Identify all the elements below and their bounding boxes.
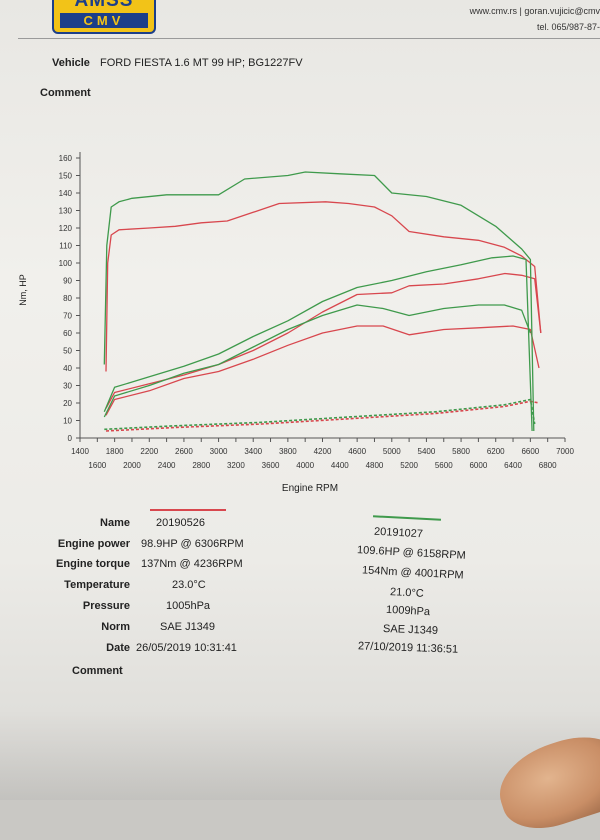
series-line-20191027-boost <box>103 304 532 418</box>
run1-temperature: 23.0°C <box>172 579 206 591</box>
x-tick-label: 2600 <box>175 447 193 456</box>
y-tick-label: 30 <box>63 382 72 391</box>
x-tick-label: 1400 <box>71 447 89 456</box>
x-axis-label: Engine RPM <box>282 483 338 494</box>
header-divider <box>18 38 600 39</box>
run2-norm: SAE J1349 <box>382 623 439 637</box>
x-tick-label: 5200 <box>400 461 418 470</box>
x-tick-label: 5400 <box>418 447 436 456</box>
norm-label: Norm <box>101 621 130 633</box>
series-line-20191027-torque <box>103 171 535 432</box>
x-tick-label: 6400 <box>504 461 522 470</box>
comment-label-top: Comment <box>40 87 91 99</box>
engine-power-label: Engine power <box>57 538 130 550</box>
run1-name: 20190526 <box>156 517 205 529</box>
x-tick-label: 3600 <box>262 461 280 470</box>
logo-top-text: AMSS <box>74 0 134 11</box>
y-tick-label: 90 <box>63 277 72 286</box>
run2-power: 109.6HP @ 6158RPM <box>356 544 467 562</box>
x-tick-label: 2400 <box>158 461 176 470</box>
x-tick-label: 5000 <box>383 447 401 456</box>
run1-torque: 137Nm @ 4236RPM <box>141 558 243 570</box>
y-tick-label: 130 <box>59 207 73 216</box>
y-tick-label: 20 <box>63 399 72 408</box>
y-tick-label: 10 <box>63 417 72 426</box>
legend-line-run2 <box>372 515 442 521</box>
y-tick-label: 140 <box>59 189 73 198</box>
run1-norm: SAE J1349 <box>160 621 216 633</box>
chart-series <box>103 171 542 432</box>
run2-torque: 154Nm @ 4001RPM <box>361 564 464 582</box>
x-tick-label: 5600 <box>435 461 453 470</box>
x-tick-label: 4200 <box>314 447 332 456</box>
amss-cmv-logo: AMSS CMV <box>52 0 156 34</box>
x-tick-label: 7000 <box>556 447 574 456</box>
dyno-chart-svg: 0 10 20 30 40 50 60 70 80 90 100 110 120 130 140 150 160… <box>18 152 574 494</box>
y-tick-label: 120 <box>59 224 73 233</box>
run1-pressure: 1005hPa <box>166 600 211 612</box>
legend-line-run1 <box>150 509 226 511</box>
x-tick-label: 3200 <box>227 461 245 470</box>
engine-torque-label: Engine torque <box>56 558 130 570</box>
vehicle-value: FORD FIESTA 1.6 MT 99 HP; BG1227FV <box>100 57 303 69</box>
logo-bottom-text: CMV <box>60 13 148 28</box>
dyno-chart: 0 10 20 30 40 50 60 70 80 90 100 110 120 130 140 150 160… <box>0 140 600 500</box>
x-tick-label: 2200 <box>140 447 158 456</box>
x-tick-label: 6000 <box>469 461 487 470</box>
run1-power: 98.9HP @ 6306RPM <box>141 538 244 550</box>
y-axis-label: Nm, HP <box>18 274 28 306</box>
x-tick-label: 2000 <box>123 461 141 470</box>
series-line-20190526-pressure <box>105 400 540 432</box>
y-tick-label: 150 <box>59 172 73 181</box>
y-tick-label: 50 <box>63 347 72 356</box>
x-tick-label: 1800 <box>106 447 124 456</box>
contact-web-email: www.cmv.rs | goran.vujicic@cmv <box>469 6 600 16</box>
run2-temperature: 21.0°C <box>389 586 425 600</box>
x-tick-label: 6600 <box>521 447 539 456</box>
comment-label-bottom: Comment <box>72 665 123 677</box>
x-tick-label: 1600 <box>88 461 106 470</box>
name-label: Name <box>100 517 130 529</box>
x-tick-label: 4400 <box>331 461 349 470</box>
series-line-20190526-torque <box>105 201 542 372</box>
y-tick-label: 40 <box>63 364 72 373</box>
series-line-20190526-power <box>105 272 542 409</box>
x-tick-label: 3800 <box>279 447 297 456</box>
x-tick-label: 5800 <box>452 447 470 456</box>
y-tick-label: 160 <box>59 154 73 163</box>
contact-phone: tel. 065/987-87- <box>536 22 600 32</box>
x-tick-label: 4600 <box>348 447 366 456</box>
series-line-20191027-power <box>103 255 533 432</box>
y-tick-label: 110 <box>59 242 72 251</box>
y-tick-label: 80 <box>63 294 72 303</box>
x-tick-label: 3000 <box>210 447 228 456</box>
chart-axes: 0 10 20 30 40 50 60 70 80 90 100 110 120 130 140 150 160… <box>59 152 574 470</box>
y-tick-label: 100 <box>59 259 73 268</box>
temperature-label: Temperature <box>64 579 130 591</box>
run2-pressure: 1009hPa <box>385 603 431 619</box>
chart-labels: Nm, HP Engine RPM <box>18 274 338 494</box>
y-tick-label: 70 <box>63 312 72 321</box>
series-line-20191027-pressure <box>104 398 536 431</box>
x-tick-label: 4800 <box>366 461 384 470</box>
run1-date: 26/05/2019 10:31:41 <box>136 642 237 654</box>
vehicle-label: Vehicle <box>52 57 90 69</box>
x-tick-label: 6200 <box>487 447 505 456</box>
y-tick-label: 0 <box>68 434 73 443</box>
pressure-label: Pressure <box>82 600 130 612</box>
x-tick-label: 2800 <box>192 461 210 470</box>
x-tick-label: 3400 <box>244 447 262 456</box>
x-tick-label: 6800 <box>539 461 557 470</box>
run2-name: 20191027 <box>373 525 424 541</box>
series-line-20190526-boost <box>105 325 540 416</box>
date-label: Date <box>106 642 130 654</box>
y-tick-label: 60 <box>63 329 72 338</box>
run2-date: 27/10/2019 11:36:51 <box>357 640 459 656</box>
x-tick-label: 4000 <box>296 461 314 470</box>
